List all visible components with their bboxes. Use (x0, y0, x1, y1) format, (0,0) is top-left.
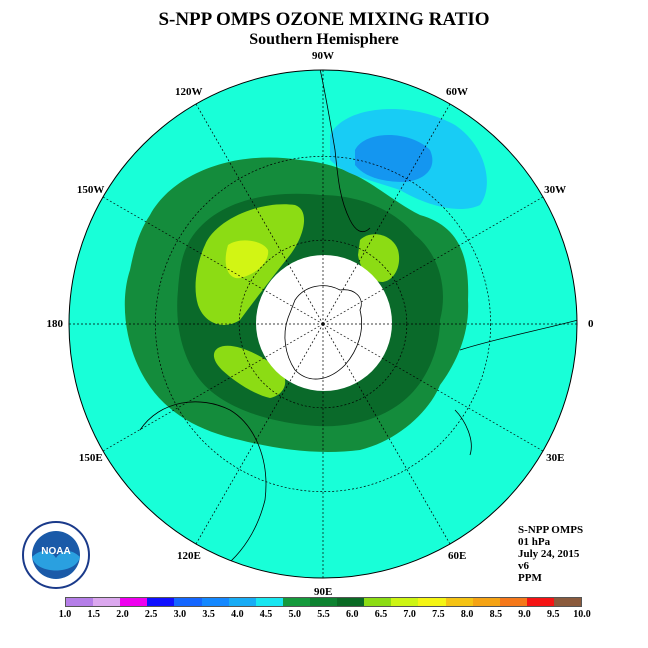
colorbar-segment (228, 598, 256, 606)
colorbar-tick-label: 7.0 (403, 609, 416, 620)
colorbar (65, 597, 582, 607)
colorbar-tick-label: 6.5 (374, 609, 388, 620)
ozone-low-4-0 (355, 135, 433, 182)
instrument-label: S-NPP OMPS (518, 524, 584, 536)
colorbar-tick-label: 8.0 (460, 609, 474, 620)
longitude-label: 60E (448, 550, 467, 563)
colorbar-segment (472, 598, 500, 606)
longitude-label: 30E (546, 452, 565, 464)
colorbar-segment (255, 598, 283, 606)
longitude-label: 120W (175, 85, 203, 98)
pressure-level-label: 01 hPa (518, 536, 551, 548)
coastline-madagascar (454, 409, 472, 456)
colorbar-tick-label: 10.0 (573, 609, 591, 620)
longitude-label: 60W (446, 85, 468, 98)
ozone-band-6-5-south (213, 345, 286, 398)
units-label: PPM (518, 572, 542, 584)
longitude-label: 0 (588, 318, 594, 330)
coastline-antarctica (284, 285, 362, 380)
colorbar-tick-label: 8.5 (489, 609, 503, 620)
colorbar-segment (553, 598, 582, 606)
polar-no-data (256, 255, 392, 391)
longitude-label: 180 (46, 318, 64, 330)
colorbar-segment (418, 598, 446, 606)
colorbar-segment (93, 598, 121, 606)
colorbar-tick-label: 5.0 (288, 609, 302, 620)
colorbar-segment (147, 598, 175, 606)
ozone-band-7-0-west (225, 240, 269, 279)
colorbar-segment (445, 598, 473, 606)
latitude-circle (238, 239, 408, 409)
longitude-label: 150W (76, 184, 105, 196)
map-title: S-NPP OMPS OZONE MIXING RATIO (158, 9, 490, 30)
colorbar-tick-label: 6.0 (345, 609, 359, 620)
colorbar-segment (337, 598, 365, 606)
colorbar-segment (120, 598, 148, 606)
colorbar-tick-label: 7.5 (432, 609, 445, 620)
map-border (68, 69, 578, 579)
colorbar-tick-label: 3.0 (173, 609, 187, 620)
colorbar-segment (309, 598, 338, 606)
version-label: v6 (518, 560, 529, 572)
colorbar-tick-label: 3.5 (202, 609, 215, 620)
longitude-label: 90E (314, 586, 333, 598)
colorbar-tick-label: 4.5 (259, 609, 273, 620)
colorbar-segment (174, 598, 202, 606)
colorbar-tick-label: 2.5 (144, 609, 158, 620)
coastline-south-america (317, 70, 371, 233)
longitude-label: 120E (177, 550, 201, 563)
noaa-logo: NOAA (22, 521, 90, 589)
info-panel: S-NPP OMPS 01 hPa July 24, 2015 v6 PPM (518, 524, 583, 584)
date-label: July 24, 2015 (518, 548, 580, 560)
colorbar-tick-label: 1.5 (87, 609, 100, 620)
colorbar-segment (66, 598, 94, 606)
colorbar-tick-label: 5.5 (317, 609, 330, 620)
ozone-band-6-5-east (358, 234, 400, 282)
colorbar-segment (201, 598, 229, 606)
colorbar-segment (282, 598, 310, 606)
colorbar-segment (499, 598, 527, 606)
longitude-label: 90W (312, 50, 334, 62)
colorbar-segment (391, 598, 419, 606)
colorbar-tick-label: 2.0 (116, 609, 129, 620)
longitude-label: 150E (78, 452, 103, 464)
coastline-africa (459, 319, 577, 351)
latitude-circle (155, 156, 491, 492)
colorbar-segment (526, 598, 554, 606)
map-subtitle: Southern Hemisphere (249, 31, 399, 48)
colorbar-segment (364, 598, 392, 606)
longitude-label: 30W (544, 184, 567, 196)
coastline-australia (139, 401, 267, 578)
colorbar-tick-label: 1.0 (58, 609, 72, 620)
noaa-logo-text: NOAA (41, 546, 70, 557)
colorbar-tick-label: 9.5 (547, 609, 560, 620)
colorbar-tick-label: 4.0 (231, 609, 244, 620)
colorbar-tick-label: 9.0 (518, 609, 531, 620)
